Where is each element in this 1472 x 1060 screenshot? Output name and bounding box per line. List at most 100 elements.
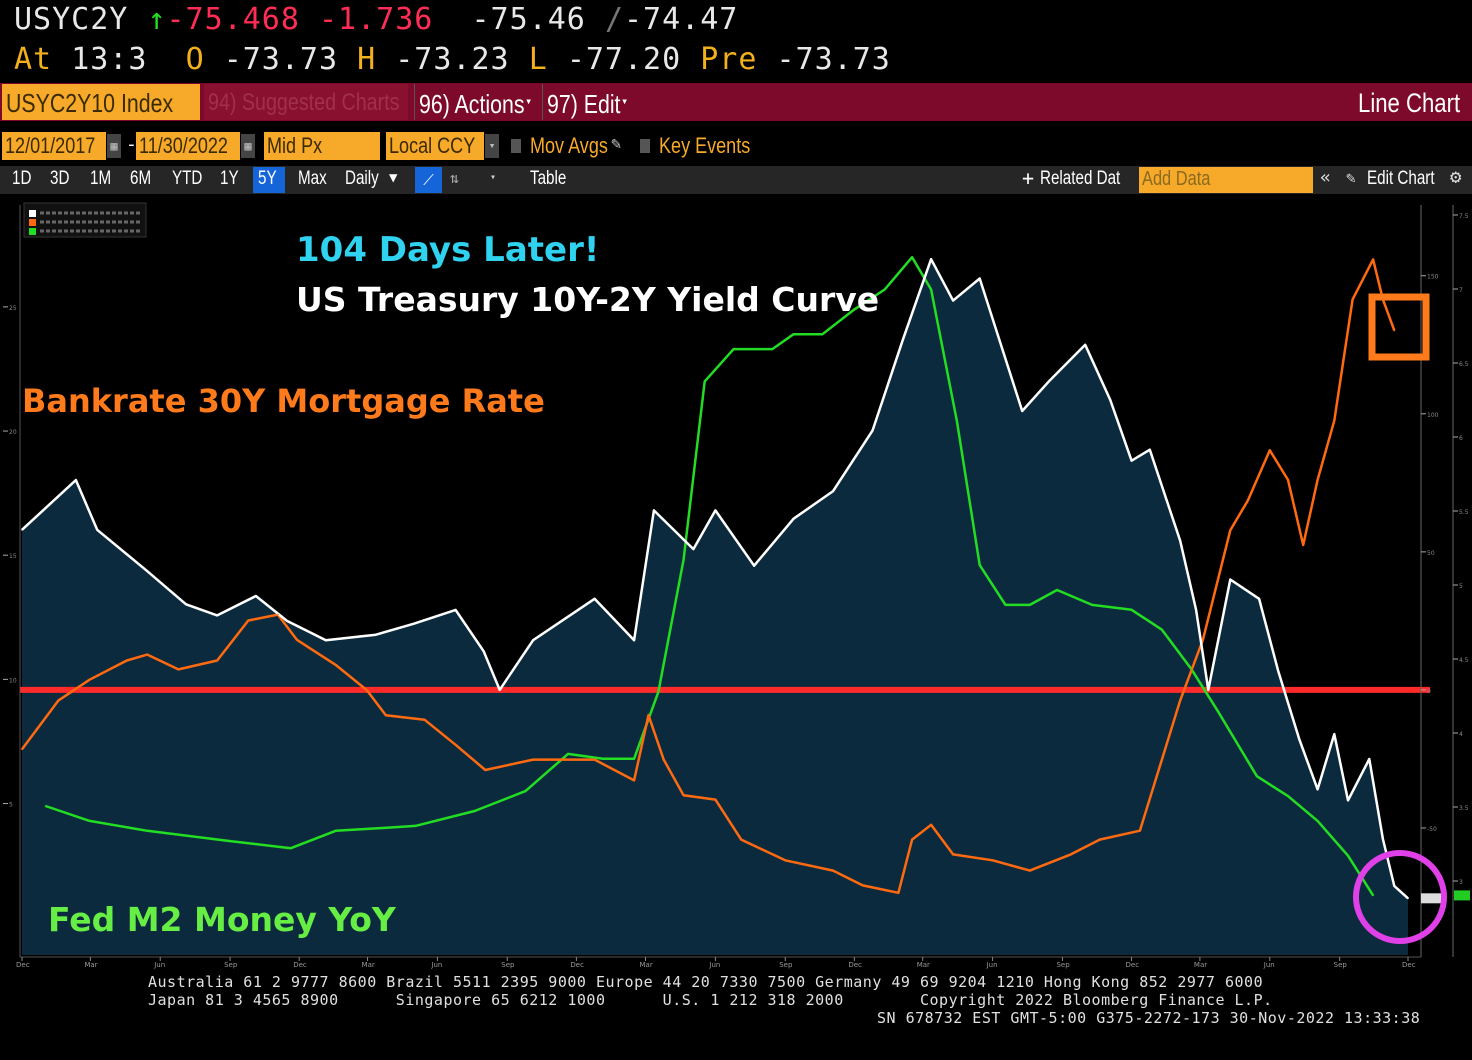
y-tick-label-m2_yoy: 15	[9, 553, 17, 560]
data-point-m2_yoy	[524, 790, 527, 792]
data-point-mortgage_30y	[740, 838, 743, 841]
annotation-mortgage-label: Bankrate 30Y Mortgage Rate	[22, 382, 545, 420]
last-value-tag-m2	[1454, 890, 1470, 901]
data-point-yield_curve	[1021, 410, 1023, 412]
y-tick-label-mortgage_30y: 3.5	[1459, 805, 1469, 812]
data-point-mortgage_30y	[365, 689, 368, 691]
pencil-icon[interactable]: ✎	[611, 134, 622, 154]
x-tick-year: 2020	[594, 969, 612, 970]
gear-icon[interactable]: ⚙	[1450, 166, 1462, 188]
actions-menu[interactable]: 96) Actions ▾	[414, 84, 539, 120]
data-point-mortgage_30y	[1351, 298, 1354, 301]
data-point-yield_curve	[1382, 838, 1384, 840]
at-label: At	[14, 42, 53, 77]
x-tick-label: Jun	[708, 961, 720, 969]
bid-ask-separator: /	[604, 2, 624, 37]
period-1m[interactable]: 1M	[90, 168, 112, 189]
period-1d[interactable]: 1D	[12, 168, 32, 189]
y-tick-label-m2_yoy: 10	[9, 677, 17, 684]
period-6m[interactable]: 6M	[130, 168, 152, 189]
price-field-select[interactable]: Mid Px	[264, 132, 380, 160]
y-tick-label-mortgage_30y: 7	[1459, 287, 1463, 294]
period-3d[interactable]: 3D	[50, 168, 70, 189]
start-date-field[interactable]: 12/01/2017	[2, 132, 106, 160]
mov-avgs-checkbox[interactable]	[511, 139, 521, 153]
end-date-field[interactable]: 11/30/2022	[136, 132, 240, 160]
data-point-mortgage_30y	[991, 859, 994, 862]
x-tick-label: Sep	[224, 961, 238, 969]
data-point-mortgage_30y	[88, 678, 91, 681]
data-point-yield_curve	[255, 595, 257, 597]
add-data-input[interactable]: Add Data	[1139, 167, 1313, 193]
data-point-mortgage_30y	[126, 659, 128, 662]
data-point-mortgage_30y	[662, 758, 665, 761]
x-tick-label: Dec	[1126, 961, 1140, 969]
quote-time: 13:3	[71, 42, 148, 77]
security-field[interactable]: USYC2Y10 Index	[2, 84, 200, 120]
security-text: USYC2Y10 Index	[6, 88, 174, 118]
data-point-m2_yoy	[88, 820, 91, 822]
x-tick-year: 2019	[317, 969, 335, 970]
y-tick-label-yield_curve: 50	[1427, 550, 1435, 557]
suggested-charts-button[interactable]: 94) Suggested Charts	[204, 84, 408, 120]
data-point-mortgage_30y	[832, 869, 834, 872]
caret-down-icon[interactable]: ▾	[485, 134, 499, 158]
edit-menu[interactable]: 97) Edit ▾	[542, 84, 635, 120]
calendar-icon[interactable]: ▦	[107, 134, 121, 158]
period-1y[interactable]: 1Y	[220, 168, 239, 189]
data-point-mortgage_30y	[177, 668, 180, 671]
series-line-mortgage_30y	[20, 258, 1396, 895]
period-5y[interactable]: 5Y	[258, 168, 277, 189]
key-events-label[interactable]: Key Events	[659, 133, 751, 158]
calendar-icon[interactable]: ▦	[241, 134, 255, 158]
data-point-m2_yoy	[1316, 820, 1319, 822]
line-chart-icon[interactable]: ⟋	[415, 167, 442, 193]
last-price: -75.468	[166, 2, 300, 37]
data-point-yield_curve	[1048, 379, 1051, 382]
data-point-yield_curve	[454, 609, 457, 611]
quote-line-2: At 13:3 O -73.73 H -73.23 L -77.20 Pre -…	[14, 42, 891, 77]
x-tick-label: Mar	[640, 961, 653, 969]
add-data-placeholder: Add Data	[1142, 168, 1211, 190]
data-point-mortgage_30y	[1393, 329, 1396, 332]
x-tick-label: Jun	[986, 961, 998, 969]
data-point-yield_curve	[498, 689, 501, 691]
data-point-m2_yoy	[146, 830, 149, 832]
caret-down-icon[interactable]: ▾	[490, 172, 497, 183]
data-point-yield_curve	[1207, 689, 1210, 691]
data-point-mortgage_30y	[930, 823, 932, 826]
data-point-yield_curve	[1407, 897, 1409, 900]
frequency-select[interactable]: Daily	[345, 168, 379, 189]
data-point-mortgage_30y	[1179, 699, 1181, 702]
x-tick-label: Sep	[1056, 961, 1070, 969]
y-tick-label-yield_curve: 150	[1427, 274, 1439, 281]
highlight-box-mortgage	[1368, 293, 1430, 361]
x-tick-label: Mar	[917, 961, 930, 969]
data-point-yield_curve	[1393, 885, 1396, 887]
date-range-dash: -	[126, 134, 137, 155]
data-point-yield_curve	[1277, 669, 1279, 672]
data-point-m2_yoy	[1190, 668, 1193, 671]
collapse-icon[interactable]: «	[1320, 167, 1331, 188]
data-point-m2_yoy	[633, 758, 635, 760]
pre-value: -73.73	[776, 42, 891, 77]
table-button[interactable]: Table	[530, 168, 567, 189]
related-data-button[interactable]: Related Dat	[1040, 168, 1121, 189]
bar-chart-icon[interactable]: ⇅	[450, 169, 460, 187]
edit-chart-button[interactable]: Edit Chart	[1367, 168, 1435, 189]
x-tick-label: Dec	[16, 961, 30, 969]
data-point-m2_yoy	[853, 308, 856, 311]
high-label: H	[357, 42, 377, 77]
currency-select[interactable]: Local CCY	[386, 132, 484, 160]
mov-avgs-label[interactable]: Mov Avgs	[530, 133, 608, 158]
key-events-checkbox[interactable]	[640, 139, 650, 153]
y-tick-label-mortgage_30y: 7.5	[1459, 213, 1469, 220]
data-point-yield_curve	[792, 517, 795, 520]
data-point-mortgage_30y	[1202, 638, 1204, 641]
data-point-m2_yoy	[1347, 854, 1349, 857]
data-point-yield_curve	[871, 429, 874, 432]
data-point-mortgage_30y	[1316, 479, 1319, 481]
period-max[interactable]: Max	[298, 168, 327, 189]
period-ytd[interactable]: YTD	[172, 168, 203, 189]
data-point-yield_curve	[413, 622, 415, 625]
